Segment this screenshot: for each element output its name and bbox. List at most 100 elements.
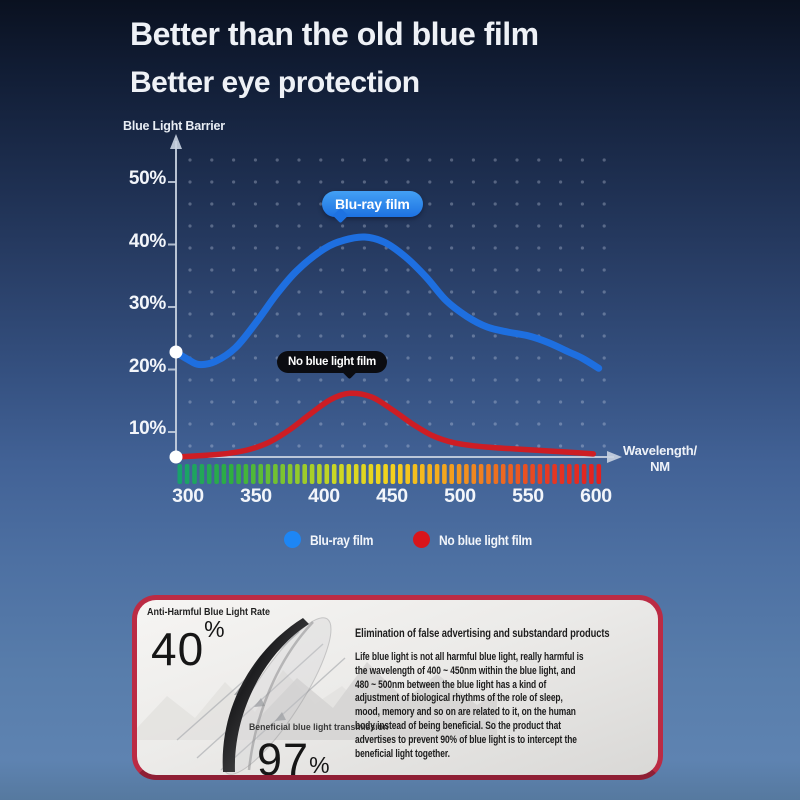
grid-dot: [210, 378, 214, 382]
grid-dot: [471, 400, 475, 404]
grid-dot: [450, 224, 454, 228]
grid-dot: [602, 400, 606, 404]
grid-dot: [406, 400, 410, 404]
grid-dot: [362, 312, 366, 316]
grid-dot: [493, 378, 497, 382]
grid-dot: [559, 268, 563, 272]
grid-dot: [341, 268, 345, 272]
grid-dot: [319, 290, 323, 294]
y-tick-label-10: 10%: [128, 418, 166, 439]
spectrum-tick: [390, 464, 396, 484]
grid-dot: [580, 378, 585, 382]
grid-dot: [319, 268, 323, 272]
spectrum-tick: [265, 464, 271, 484]
grid-dot: [210, 246, 214, 250]
grid-dot: [362, 268, 366, 272]
x-tick-label-350: 350: [240, 485, 272, 507]
grid-dot: [362, 422, 366, 426]
grid-dot: [384, 400, 388, 404]
grid-dot: [384, 444, 388, 448]
curve-start-dot: [169, 345, 183, 359]
grid-dot: [319, 312, 323, 316]
spectrum-tick: [353, 464, 359, 484]
grid-dot: [450, 378, 454, 382]
grid-dot: [602, 246, 606, 250]
grid-dot: [471, 312, 475, 316]
grid-dot: [515, 400, 519, 404]
callout-blu-ray-film: Blu-ray film: [322, 191, 423, 224]
spectrum-tick: [273, 464, 278, 484]
callout-no-blue-label: No blue light film: [288, 356, 376, 368]
spectrum-tick: [471, 464, 477, 484]
grid-dot: [428, 312, 432, 316]
spectrum-tick: [258, 464, 263, 484]
grid-dot: [559, 312, 563, 316]
grid-dot: [559, 334, 563, 338]
spectrum-tick: [456, 464, 462, 484]
grid-dot: [450, 290, 454, 294]
grid-dot: [602, 202, 606, 206]
lens-graphic: [137, 617, 497, 775]
grid-dot: [471, 268, 475, 272]
grid-dot: [319, 444, 323, 448]
grid-dot: [580, 334, 585, 338]
x-axis-title-line2: NM: [650, 459, 670, 474]
legend-dot-blue-icon: [284, 531, 301, 548]
grid-dot: [297, 224, 301, 228]
grid-dot: [602, 356, 606, 360]
lens-rim: [222, 618, 309, 772]
grid-dot: [232, 290, 236, 294]
grid-dot: [384, 334, 388, 338]
grid-dot: [232, 202, 236, 206]
spectrum-tick: [442, 464, 447, 484]
grid-dot: [428, 180, 432, 184]
grid-dot: [188, 356, 192, 360]
grid-dot: [493, 422, 497, 426]
grid-dot: [428, 422, 432, 426]
grid-dot: [253, 334, 257, 338]
grid-dot: [559, 290, 563, 294]
y-axis-title: Blue Light Barrier: [123, 119, 225, 133]
grid-dot: [297, 158, 301, 162]
grid-dot: [297, 334, 301, 338]
spectrum-tick: [508, 464, 513, 484]
grid-dot: [297, 312, 301, 316]
grid-dot: [428, 268, 432, 272]
grid-dot: [559, 180, 563, 184]
grid-dot: [210, 356, 214, 360]
grid-dot: [406, 422, 410, 426]
grid-dot: [406, 290, 410, 294]
grid-dot: [450, 312, 454, 316]
x-axis-title-line1: Wavelength/: [623, 443, 697, 458]
spectrum-tick: [567, 464, 572, 484]
curve-layer: [172, 233, 603, 460]
grid-dot: [450, 422, 454, 426]
spectrum-tick: [589, 464, 594, 484]
grid-dot: [450, 400, 454, 404]
x-axis-title: Wavelength/ NM: [620, 443, 700, 475]
grid-dot: [580, 290, 585, 294]
grid-dot: [602, 290, 606, 294]
lens-face: [222, 617, 332, 775]
grid-dot: [341, 422, 345, 426]
spectrum-tick: [596, 464, 602, 484]
grid-dot: [232, 268, 236, 272]
anti-harmful-number: 40: [151, 623, 205, 675]
grid-dot: [253, 400, 257, 404]
grid-dot: [362, 334, 366, 338]
grid-dot: [515, 422, 519, 426]
grid-dot: [253, 312, 257, 316]
legend-item-no-blue: No blue light film: [413, 531, 547, 548]
lens-inner-edge: [247, 621, 314, 771]
grid-dot: [275, 444, 279, 448]
grid-dot: [232, 356, 236, 360]
grid-dot: [406, 224, 410, 228]
grid-dot: [210, 334, 214, 338]
grid-dot: [275, 400, 279, 404]
grid-dot: [319, 224, 323, 228]
x-tick-label-400: 400: [308, 485, 340, 507]
callout-blu-ray-label: Blu-ray film: [335, 196, 410, 212]
spectrum-tick: [280, 464, 285, 484]
spectrum-tick: [287, 464, 293, 484]
spectrum-tick: [523, 464, 528, 484]
